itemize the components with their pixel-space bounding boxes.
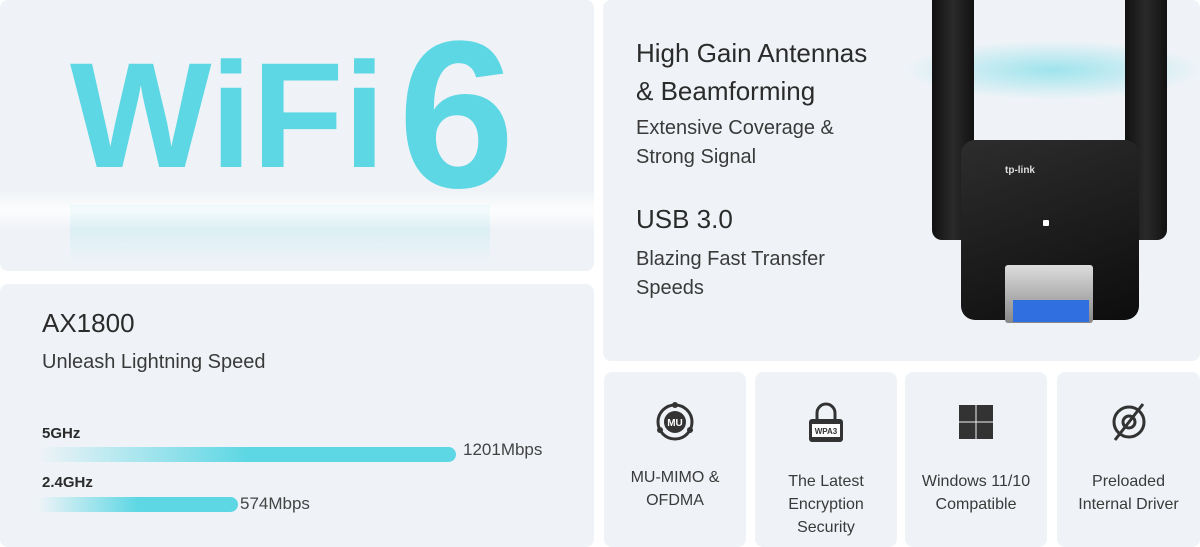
antenna-title-line1: High Gain Antennas bbox=[636, 38, 868, 68]
speed-bar-5ghz bbox=[38, 447, 456, 462]
speed-title: AX1800 bbox=[42, 308, 135, 338]
antenna-sub-line2: Strong Signal bbox=[636, 146, 757, 168]
feature-line: MU-MIMO & bbox=[630, 469, 720, 486]
feature-line: Compatible bbox=[935, 496, 1017, 513]
feature-line: Security bbox=[797, 519, 855, 536]
feature-line: Internal Driver bbox=[1078, 496, 1179, 513]
feature-card-mu-mimo: MU MU-MIMO & OFDMA bbox=[604, 372, 746, 547]
antenna-subtitle: Extensive Coverage & Strong Signal bbox=[636, 114, 834, 172]
feature-text: Preloaded Internal Driver bbox=[1057, 470, 1200, 516]
feature-line: Encryption bbox=[788, 496, 864, 513]
speed-panel: AX1800 Unleash Lightning Speed 5GHz 1201… bbox=[0, 284, 594, 547]
wpa3-lock-icon: WPA3 bbox=[809, 402, 843, 442]
speed-subtitle: Unleash Lightning Speed bbox=[42, 351, 266, 373]
feature-text: MU-MIMO & OFDMA bbox=[604, 466, 746, 512]
glow-strip bbox=[0, 190, 594, 230]
speed-value-5ghz: 1201Mbps bbox=[463, 440, 543, 459]
feature-card-wpa3: WPA3 The Latest Encryption Security bbox=[755, 372, 897, 547]
brand-logo: tp-link bbox=[1005, 165, 1035, 176]
antenna-title-line2: & Beamforming bbox=[636, 76, 816, 106]
usb-plug-insert bbox=[1013, 300, 1089, 322]
feature-card-driver: Preloaded Internal Driver bbox=[1057, 372, 1200, 547]
antenna-sub-line1: Extensive Coverage & bbox=[636, 117, 834, 139]
antenna-panel: High Gain Antennas & Beamforming Extensiv… bbox=[603, 0, 1200, 361]
windows-icon bbox=[959, 405, 993, 439]
feature-line: The Latest bbox=[788, 473, 864, 490]
wifi6-hero-panel: WiFi 6 bbox=[0, 0, 594, 271]
feature-line: Preloaded bbox=[1092, 473, 1165, 490]
wifi-logo-text: WiFi bbox=[70, 31, 386, 199]
usb-subtitle: Blazing Fast Transfer Speeds bbox=[636, 245, 825, 303]
usb-sub-line1: Blazing Fast Transfer bbox=[636, 248, 825, 270]
mu-badge: MU bbox=[667, 418, 683, 429]
usb-sub-line2: Speeds bbox=[636, 277, 704, 299]
feature-text: Windows 11/10 Compatible bbox=[905, 470, 1047, 516]
no-cd-icon bbox=[1112, 403, 1145, 441]
feature-line: OFDMA bbox=[646, 492, 704, 509]
feature-line: Windows 11/10 bbox=[921, 473, 1031, 490]
led-indicator bbox=[1043, 220, 1049, 226]
wifi-logo-six: 6 bbox=[398, 0, 515, 232]
mu-mimo-icon: MU bbox=[656, 402, 694, 441]
band-label-5ghz: 5GHz bbox=[42, 425, 81, 442]
band-label-24ghz: 2.4GHz bbox=[42, 474, 93, 491]
antenna-title: High Gain Antennas & Beamforming bbox=[636, 34, 867, 110]
feature-card-windows: Windows 11/10 Compatible bbox=[905, 372, 1047, 547]
speed-value-24ghz: 574Mbps bbox=[240, 494, 310, 513]
speed-bar-24ghz bbox=[38, 497, 238, 512]
wpa3-badge: WPA3 bbox=[815, 427, 838, 436]
feature-text: The Latest Encryption Security bbox=[755, 470, 897, 539]
usb-title: USB 3.0 bbox=[636, 204, 733, 234]
